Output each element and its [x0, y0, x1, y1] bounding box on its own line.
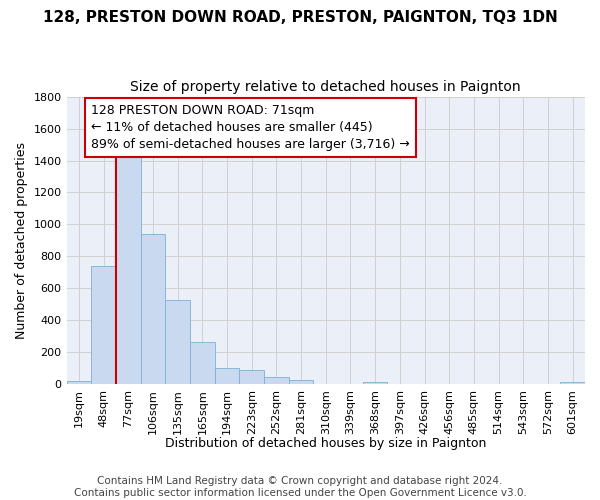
Bar [91, 266, 116, 384]
Bar [239, 370, 264, 384]
Bar [140, 234, 165, 384]
Bar [363, 382, 388, 384]
Text: 128 PRESTON DOWN ROAD: 71sqm
← 11% of detached houses are smaller (445)
89% of s: 128 PRESTON DOWN ROAD: 71sqm ← 11% of de… [91, 104, 410, 151]
X-axis label: Distribution of detached houses by size in Paignton: Distribution of detached houses by size … [165, 437, 487, 450]
Title: Size of property relative to detached houses in Paignton: Size of property relative to detached ho… [130, 80, 521, 94]
Bar [116, 158, 140, 384]
Bar [215, 368, 239, 384]
Text: Contains HM Land Registry data © Crown copyright and database right 2024.
Contai: Contains HM Land Registry data © Crown c… [74, 476, 526, 498]
Bar [165, 300, 190, 384]
Bar [190, 342, 215, 384]
Bar [560, 382, 585, 384]
Bar [264, 377, 289, 384]
Bar [289, 380, 313, 384]
Bar [67, 381, 91, 384]
Text: 128, PRESTON DOWN ROAD, PRESTON, PAIGNTON, TQ3 1DN: 128, PRESTON DOWN ROAD, PRESTON, PAIGNTO… [43, 10, 557, 25]
Y-axis label: Number of detached properties: Number of detached properties [15, 142, 28, 339]
